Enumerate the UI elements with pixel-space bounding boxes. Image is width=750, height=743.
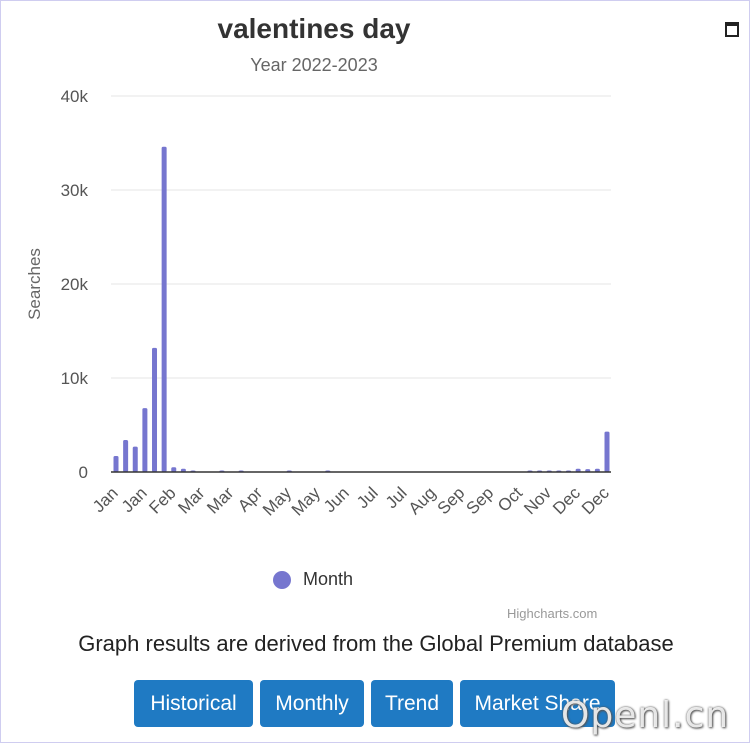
x-tick-label: Mar <box>174 483 208 517</box>
x-tick-label: Sep <box>434 483 469 518</box>
bar[interactable] <box>142 408 148 472</box>
x-tick-label: Mar <box>203 483 237 517</box>
x-tick-label: Feb <box>145 483 179 517</box>
x-tick-label: May <box>259 483 295 519</box>
database-note: Graph results are derived from the Globa… <box>78 631 674 656</box>
x-tick-label: Jan <box>118 483 151 516</box>
bar[interactable] <box>161 146 167 472</box>
x-tick-label: Jun <box>320 483 353 516</box>
y-tick-label: 10k <box>61 369 89 388</box>
monthly-button[interactable]: Monthly <box>260 680 364 727</box>
market-share-button[interactable]: Market Share <box>460 680 615 727</box>
y-tick-label: 30k <box>61 181 89 200</box>
plot-area: 010k20k30k40kSearchesJanJanFebMarMarAprM… <box>25 87 613 520</box>
y-axis-title: Searches <box>25 248 44 320</box>
y-tick-label: 40k <box>61 87 89 106</box>
bar[interactable] <box>575 468 581 472</box>
legend-item-month[interactable]: Month <box>273 569 353 590</box>
bar[interactable] <box>132 446 138 472</box>
bar[interactable] <box>171 467 177 472</box>
x-tick-label: Aug <box>405 483 440 518</box>
bar[interactable] <box>123 440 129 472</box>
x-tick-label: Oct <box>494 483 526 515</box>
view-buttons: Historical Monthly Trend Market Share <box>134 680 615 727</box>
chart-menu-icon[interactable] <box>725 22 739 37</box>
legend-label: Month <box>303 569 354 589</box>
highcharts-credits-link[interactable]: Highcharts.com <box>507 606 598 621</box>
x-tick-label: May <box>288 483 324 519</box>
x-tick-label: Jul <box>382 483 411 512</box>
historical-button[interactable]: Historical <box>134 680 253 727</box>
x-tick-label: Nov <box>520 483 555 518</box>
bar[interactable] <box>113 456 119 472</box>
bar[interactable] <box>180 468 186 472</box>
x-tick-label: Apr <box>234 483 266 515</box>
bar[interactable] <box>152 347 158 472</box>
watermark: Openl.cn <box>561 695 730 736</box>
x-tick-label: Jan <box>89 483 122 516</box>
bar[interactable] <box>604 431 610 472</box>
y-tick-label: 20k <box>61 275 89 294</box>
bar[interactable] <box>594 468 600 472</box>
chart-title: valentines day <box>217 13 411 44</box>
x-tick-label: Jul <box>353 483 382 512</box>
y-tick-label: 0 <box>79 463 88 482</box>
x-tick-label: Sep <box>462 483 497 518</box>
x-tick-label: Dec <box>549 483 584 518</box>
legend-dot-icon <box>273 570 291 589</box>
chart-subtitle: Year 2022-2023 <box>250 55 378 75</box>
trend-button[interactable]: Trend <box>371 680 453 727</box>
x-tick-label: Dec <box>578 483 613 518</box>
